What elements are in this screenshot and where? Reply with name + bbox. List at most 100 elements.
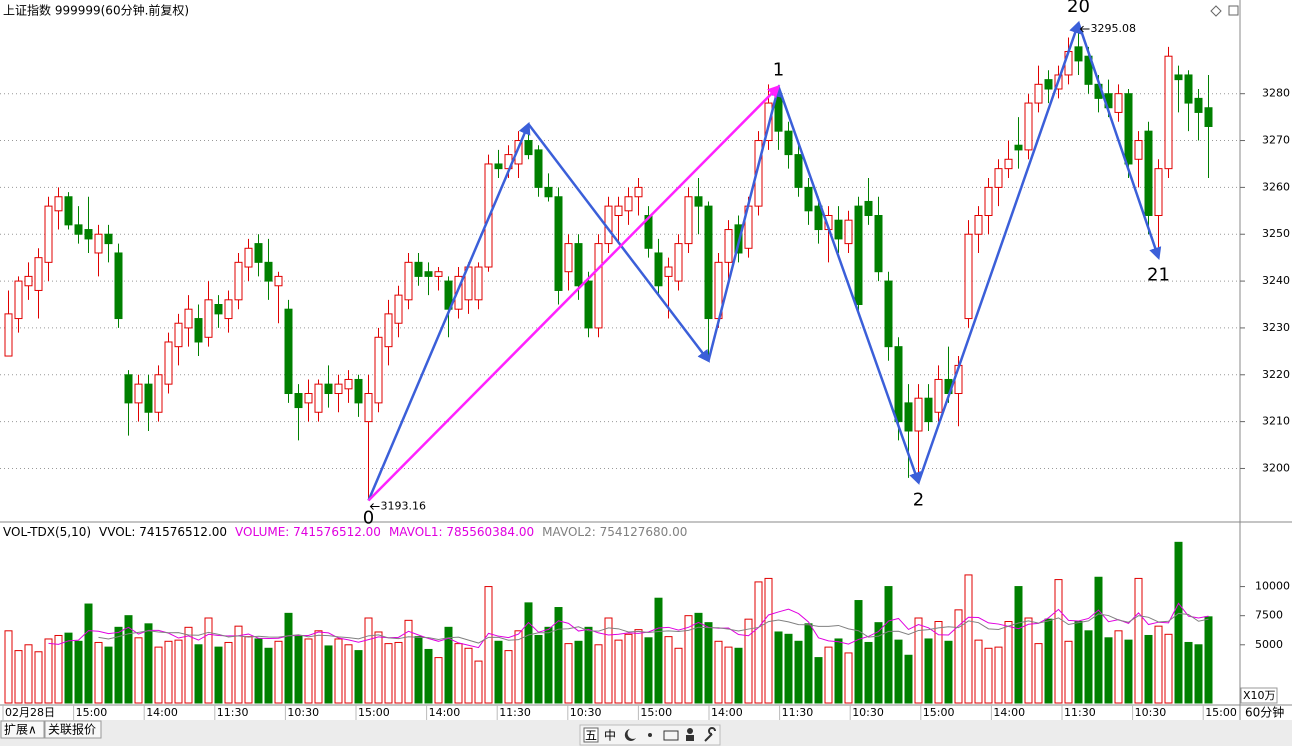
toolbar-button[interactable] bbox=[583, 727, 599, 743]
x-tick-label: 11:30 bbox=[782, 706, 814, 719]
volume-bar bbox=[524, 602, 533, 704]
volume-bar bbox=[584, 626, 593, 704]
candle-body bbox=[914, 397, 923, 432]
volume-bar bbox=[724, 646, 733, 704]
volume-bar bbox=[774, 631, 783, 704]
volume-bar bbox=[1154, 625, 1163, 704]
candle-body bbox=[174, 322, 183, 348]
toolbar-button[interactable] bbox=[687, 728, 693, 734]
toolbar-label[interactable]: 中 bbox=[604, 728, 616, 743]
period-label: 60分钟 bbox=[1245, 705, 1284, 720]
candle-body bbox=[264, 261, 273, 282]
candle-body bbox=[354, 378, 363, 404]
candle-body bbox=[254, 243, 263, 263]
volume-bar bbox=[4, 630, 13, 704]
candle-body bbox=[1164, 55, 1173, 170]
volume-bar bbox=[854, 600, 863, 704]
volume-bar bbox=[844, 652, 853, 704]
volume-bar bbox=[194, 644, 203, 704]
volume-bar bbox=[334, 638, 343, 704]
volume-bar bbox=[734, 647, 743, 704]
tab-label[interactable]: 关联报价 bbox=[48, 722, 96, 737]
x-tick-label: 02月28日 bbox=[5, 706, 55, 719]
volume-bar bbox=[944, 640, 953, 704]
price-label: 3193.16 bbox=[381, 500, 427, 513]
volume-bar bbox=[14, 650, 23, 704]
volume-bar bbox=[964, 574, 973, 704]
volume-bar bbox=[1054, 579, 1063, 704]
toolbar-button[interactable] bbox=[648, 733, 652, 737]
volume-bar bbox=[464, 647, 473, 704]
tab[interactable] bbox=[44, 720, 102, 739]
candle-body bbox=[314, 383, 323, 413]
volume-bar bbox=[894, 639, 903, 704]
candle-body bbox=[1174, 74, 1183, 81]
candle-body bbox=[4, 313, 13, 357]
candle-body bbox=[694, 196, 703, 207]
candle-body bbox=[44, 205, 53, 263]
toolbar-button[interactable] bbox=[624, 729, 636, 741]
icon[interactable] bbox=[1210, 5, 1222, 17]
tab-label[interactable]: 扩展∧ bbox=[4, 723, 37, 737]
candle-body bbox=[1154, 168, 1163, 216]
volume-bar bbox=[54, 634, 63, 704]
volume-bar bbox=[664, 636, 673, 704]
volume-bar bbox=[44, 638, 53, 704]
zigzag-segment bbox=[777, 86, 922, 485]
volume-bar bbox=[84, 603, 93, 704]
candle-body bbox=[74, 224, 83, 235]
candle-body bbox=[674, 243, 683, 282]
candle-body bbox=[1004, 158, 1013, 170]
x-tick-label: 10:30 bbox=[1135, 706, 1167, 719]
volume-bar bbox=[364, 617, 373, 704]
candle-body bbox=[304, 393, 313, 404]
volume-bar bbox=[1104, 637, 1113, 704]
volume-bar bbox=[624, 633, 633, 704]
volume-bar bbox=[904, 654, 913, 704]
volume-bar bbox=[244, 636, 253, 704]
volume-bar bbox=[914, 617, 923, 704]
volume-bar bbox=[354, 650, 363, 704]
volume-bar bbox=[1014, 586, 1023, 704]
volume-bar bbox=[104, 646, 113, 704]
volume-bar bbox=[604, 617, 613, 704]
indicator: VOL-TDX(5,10) bbox=[3, 525, 91, 539]
candle-body bbox=[64, 196, 73, 226]
indicator-value: VOLUME: 741576512.00 bbox=[235, 525, 381, 539]
candle-body bbox=[904, 402, 913, 432]
candle-body bbox=[414, 261, 423, 277]
zigzag-segment bbox=[1077, 22, 1162, 261]
candle-body bbox=[424, 271, 433, 277]
candle-body bbox=[614, 205, 623, 216]
volume-bar bbox=[144, 623, 153, 704]
candle-body bbox=[574, 243, 583, 287]
volume-bar bbox=[564, 643, 573, 704]
icon[interactable] bbox=[1228, 5, 1239, 16]
volume-bar bbox=[214, 646, 223, 704]
candle-body bbox=[1194, 97, 1203, 113]
candle-body bbox=[684, 196, 693, 245]
volume-bar bbox=[384, 643, 393, 704]
volume-bar bbox=[1114, 630, 1123, 704]
volume-bar bbox=[974, 639, 983, 704]
volume-bar bbox=[1094, 576, 1103, 704]
toolbar-button[interactable] bbox=[704, 727, 716, 742]
candle-body bbox=[794, 154, 803, 188]
candle-body bbox=[524, 140, 533, 156]
volume-bar bbox=[1174, 541, 1183, 704]
volume-bar bbox=[174, 639, 183, 704]
candle-body bbox=[54, 196, 63, 212]
candle-body bbox=[754, 140, 763, 207]
toolbar-label[interactable]: 五 bbox=[585, 729, 597, 743]
candle-body bbox=[844, 219, 853, 245]
volume-bar bbox=[234, 625, 243, 704]
candle-body bbox=[284, 308, 293, 395]
candle-body bbox=[144, 383, 153, 413]
volume-bar bbox=[274, 640, 283, 704]
volume-bar bbox=[184, 626, 193, 704]
toolbar-button[interactable] bbox=[663, 730, 679, 741]
x-tick-label: 15:00 bbox=[358, 706, 390, 719]
candle-body bbox=[964, 233, 973, 320]
toolbar-button[interactable] bbox=[686, 735, 694, 741]
tab[interactable] bbox=[0, 720, 45, 739]
